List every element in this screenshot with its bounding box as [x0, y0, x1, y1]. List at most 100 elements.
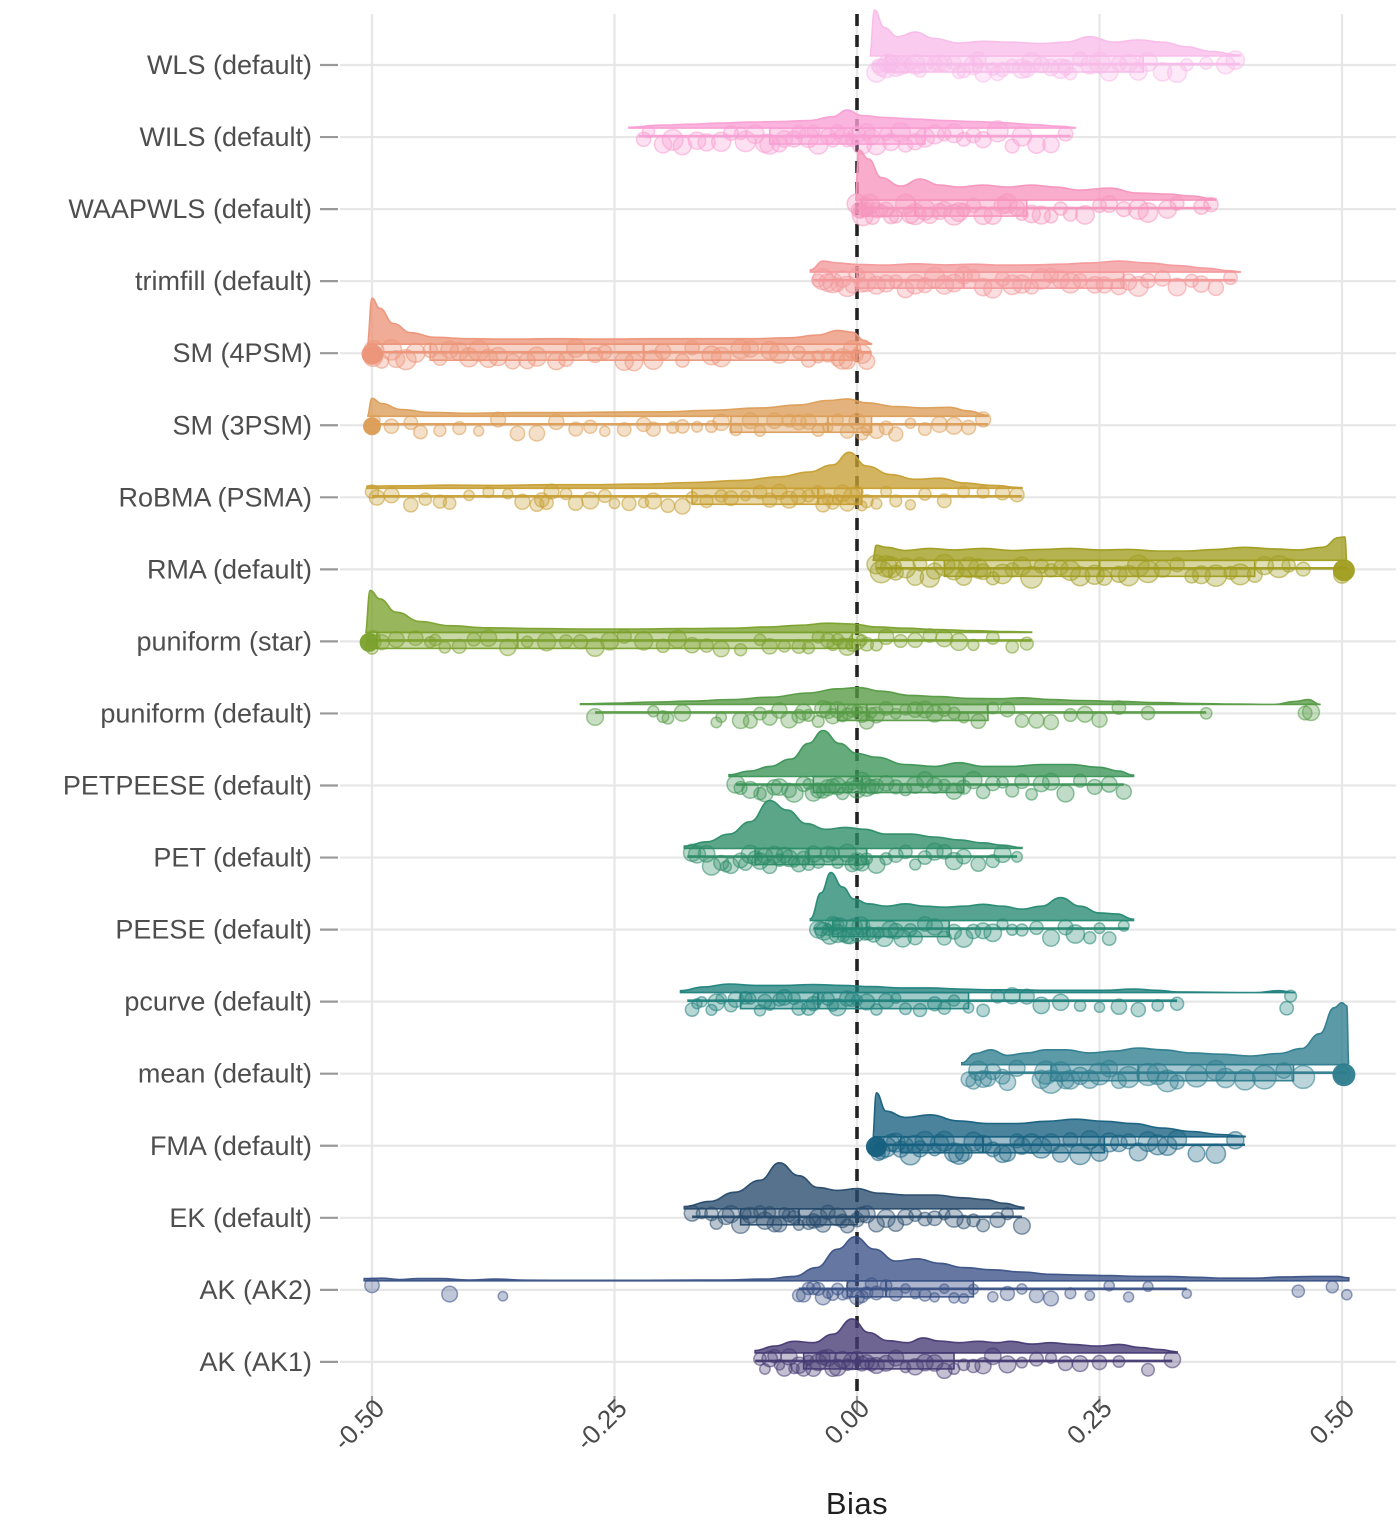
- data-point: [766, 1216, 783, 1233]
- data-point: [1057, 125, 1074, 142]
- data-point: [887, 1215, 905, 1233]
- data-point: [791, 639, 807, 655]
- data-point: [1051, 993, 1070, 1012]
- data-point: [1008, 1059, 1026, 1078]
- data-point: [752, 484, 768, 500]
- points: [684, 987, 1298, 1018]
- data-point: [1140, 705, 1156, 721]
- points: [361, 338, 876, 372]
- data-point: [893, 633, 908, 649]
- y-axis-label: RoBMA (PSMA): [118, 482, 312, 512]
- data-point: [667, 629, 688, 649]
- data-point: [1137, 51, 1159, 72]
- series-wils-default-: [628, 109, 1077, 156]
- data-point: [1043, 267, 1059, 284]
- data-point: [973, 277, 993, 297]
- data-point: [1095, 276, 1114, 294]
- data-point: [1071, 1354, 1089, 1373]
- data-point: [936, 493, 952, 509]
- data-point: [528, 424, 546, 442]
- series-pet-default-: [682, 799, 1024, 876]
- data-point: [1283, 989, 1298, 1003]
- data-point: [1041, 928, 1061, 947]
- data-point: [917, 422, 932, 437]
- data-point: [993, 844, 1012, 864]
- data-point: [1169, 195, 1185, 211]
- data-point: [546, 351, 566, 371]
- data-point: [451, 638, 467, 655]
- data-point: [675, 353, 690, 368]
- data-point: [839, 423, 855, 439]
- data-point: [801, 708, 816, 723]
- violin: [683, 1161, 1025, 1210]
- data-point: [923, 266, 946, 289]
- data-point: [402, 496, 419, 513]
- x-tick-label: -0.25: [570, 1393, 633, 1456]
- data-point: [1199, 706, 1213, 720]
- data-point: [1203, 196, 1219, 213]
- data-point: [859, 636, 875, 652]
- data-point: [695, 995, 708, 1008]
- data-point: [654, 342, 672, 360]
- data-point: [742, 713, 758, 729]
- data-point: [1155, 1069, 1179, 1093]
- data-point: [608, 497, 621, 510]
- data-point: [1000, 1207, 1015, 1221]
- data-point: [945, 782, 963, 800]
- points: [364, 1277, 1353, 1307]
- data-point: [845, 917, 864, 936]
- y-axis-label: WLS (default): [147, 50, 312, 80]
- series-sm-3psm-: [363, 397, 992, 442]
- data-point: [690, 420, 704, 433]
- data-point: [685, 490, 699, 505]
- data-point: [715, 711, 728, 724]
- data-point: [1032, 996, 1051, 1015]
- data-point: [908, 858, 922, 871]
- data-point: [1028, 1351, 1045, 1367]
- data-point: [761, 638, 779, 655]
- points: [364, 483, 1025, 515]
- data-point: [722, 490, 739, 507]
- data-point: [383, 486, 400, 504]
- data-point: [974, 411, 992, 428]
- data-point: [583, 419, 598, 435]
- data-point: [847, 125, 867, 144]
- data-point: [878, 700, 894, 716]
- data-point: [472, 425, 485, 437]
- data-point: [1109, 1134, 1128, 1153]
- data-point: [967, 1283, 980, 1296]
- data-point: [675, 419, 690, 434]
- data-point: [1072, 51, 1089, 68]
- data-point: [699, 493, 714, 509]
- data-point: [1069, 565, 1091, 587]
- data-point-emphasis: [1332, 1063, 1356, 1087]
- data-point: [741, 411, 759, 430]
- data-point: [624, 352, 644, 372]
- data-point: [1085, 275, 1104, 294]
- data-point: [958, 1292, 970, 1305]
- data-point: [1192, 275, 1211, 293]
- data-point: [497, 1290, 509, 1302]
- data-point: [1204, 564, 1228, 588]
- data-point: [1079, 1129, 1100, 1150]
- data-point: [452, 420, 467, 436]
- data-point: [1016, 1283, 1028, 1295]
- data-point: [912, 1002, 928, 1018]
- data-point: [1137, 202, 1159, 223]
- data-point: [918, 487, 932, 501]
- data-point: [1027, 135, 1046, 154]
- data-point: [792, 1218, 805, 1232]
- series-puniform-star-: [359, 589, 1034, 658]
- data-point: [712, 413, 731, 432]
- data-point: [407, 630, 424, 647]
- data-point: [907, 929, 924, 946]
- data-point: [730, 338, 751, 360]
- data-point: [433, 423, 447, 438]
- data-point: [715, 992, 728, 1005]
- data-point: [929, 1291, 940, 1303]
- data-point: [1157, 199, 1178, 219]
- data-point: [1084, 1290, 1096, 1302]
- data-point: [879, 1279, 893, 1292]
- data-point: [947, 994, 961, 1007]
- data-point: [1095, 569, 1113, 586]
